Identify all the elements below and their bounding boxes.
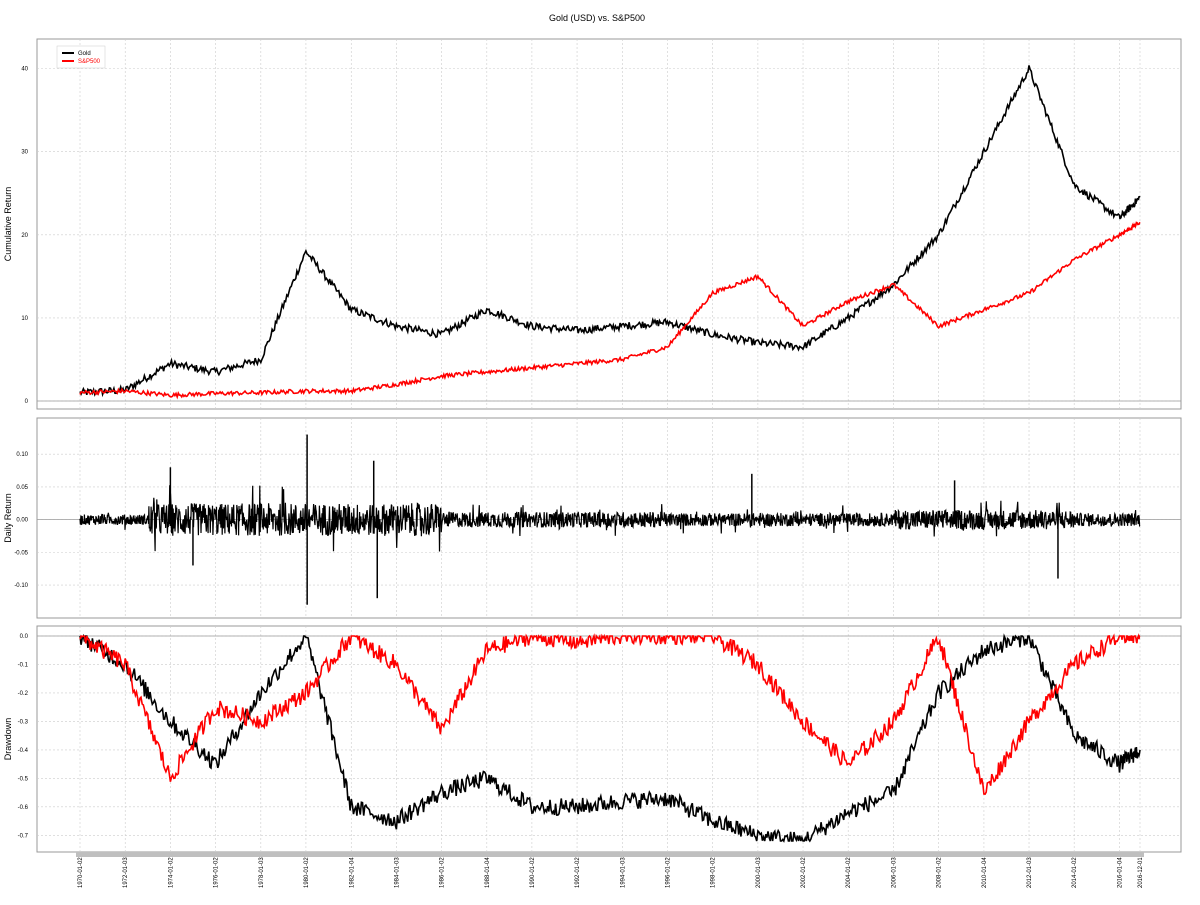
y-tick-label: -0.3 [18,719,29,725]
x-tick-label: 2012-01-03 [1027,857,1033,888]
y-tick-label: 0.10 [16,452,28,458]
x-tick-label: 2016-12-01 [1138,857,1144,888]
y-tick-label: -0.2 [18,691,29,697]
y-tick-label: 0.05 [16,485,28,491]
x-tick-label: 1984-01-03 [394,857,400,888]
y-tick-label: -0.7 [18,833,29,839]
x-tick-label: 2016-01-04 [1117,857,1123,888]
y-tick-label: 0.0 [20,634,29,640]
legend-gold-label: Gold [78,51,91,57]
ylabel-panel-2: Daily Return [3,493,13,543]
y-tick-label: 0 [25,399,29,405]
x-tick-label: 1986-01-02 [440,857,446,888]
x-tick-label: 2008-01-02 [937,857,943,888]
panel-1-frame [36,38,1182,410]
series-line-daily-gold [79,485,1141,552]
time-bar [76,852,1144,857]
y-tick-label: 10 [21,316,28,322]
y-tick-label: 40 [21,67,28,73]
y-tick-label: -0.1 [18,662,29,668]
y-tick-label: -0.4 [18,748,29,754]
x-tick-label: 2014-01-02 [1072,857,1078,888]
series-line-drawdown-gold [79,633,1141,843]
y-tick-label: 30 [21,150,28,156]
x-tick-label: 1994-01-03 [620,857,626,888]
series-line-drawdown-sp500 [79,633,1141,795]
series-line-cumulative-sp500 [79,221,1141,400]
y-tick-label: 0.00 [16,518,28,524]
y-tick-label: -0.05 [14,550,28,556]
x-tick-label: 1992-01-02 [575,857,581,888]
x-tick-label: 1996-01-02 [665,857,671,888]
legend-frame [56,45,106,69]
y-tick-label: 20 [21,233,28,239]
x-tick-label: 1988-01-04 [485,857,491,888]
x-tick-label: 2010-01-04 [982,857,988,888]
x-tick-label: 1976-01-02 [214,857,220,888]
panel-2-frame [36,417,1182,619]
data-layer [79,65,1141,843]
y-tick-label: -0.6 [18,805,29,811]
grid-layer [37,39,1181,852]
panel-3-frame [36,625,1182,853]
legend-sp500-label: S&P500 [78,59,101,65]
y-tick-label: -0.10 [14,583,28,589]
ylabel-panel-1: Cumulative Return [3,187,13,262]
x-tick-label: 2002-01-02 [801,857,807,888]
x-tick-label: 1980-01-02 [304,857,310,888]
x-tick-label: 1974-01-02 [168,857,174,888]
x-tick-label: 1998-01-02 [711,857,717,888]
x-tick-label: 1970-01-02 [78,857,84,888]
chart-title: Gold (USD) vs. S&P500 [549,13,645,23]
x-tick-label: 2000-01-03 [756,857,762,888]
legend-box: Gold S&P500 [56,45,106,69]
x-tick-label: 1982-01-04 [349,857,355,888]
series-line-cumulative-gold [79,65,1141,398]
x-tick-label: 2004-01-02 [846,857,852,888]
ylabel-panel-3: Drawdown [3,718,13,761]
x-tick-label: 1990-01-02 [530,857,536,888]
y-tick-label: -0.5 [18,776,29,782]
x-tick-label: 1978-01-03 [259,857,265,888]
x-tick-label: 2006-01-03 [891,857,897,888]
x-tick-label: 1972-01-03 [123,857,129,888]
